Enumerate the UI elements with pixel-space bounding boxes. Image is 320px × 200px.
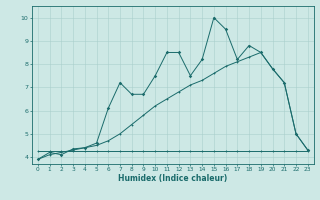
X-axis label: Humidex (Indice chaleur): Humidex (Indice chaleur) (118, 174, 228, 183)
